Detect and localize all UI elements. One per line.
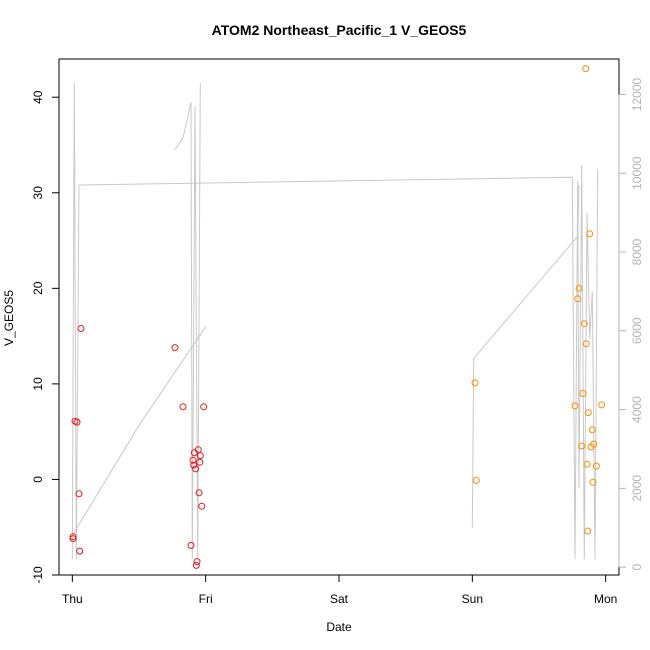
data-point [69,535,77,543]
y2-tick-label: 2000 [630,475,644,502]
data-point [579,389,587,397]
data-point [200,403,208,411]
chart-title: ATOM2 Northeast_Pacific_1 V_GEOS5 [212,22,467,38]
y2-axis: 0 2000 4000 6000 8000 10000 12000 [618,77,644,570]
data-point [195,489,203,497]
data-point [571,402,579,410]
data-point [187,541,195,549]
data-point [584,527,592,535]
altitude-line-segment [71,326,207,536]
x-axis: Thu Fri Sat Sun Mon [62,574,617,606]
x-tick-label: Sun [462,592,483,606]
y-tick-label: -10 [31,566,45,584]
data-point [471,379,479,387]
y-tick-label: 40 [31,90,45,104]
data-point [592,462,600,470]
y-axis-label: V_GEOS5 [2,290,16,346]
y2-tick-label: 6000 [630,317,644,344]
y-axis: -10 0 10 20 30 40 [31,90,60,584]
data-point [193,558,201,566]
y2-tick-label: 10000 [630,156,644,190]
data-point [578,442,586,450]
data-point [582,65,590,73]
data-point [586,230,594,238]
data-point [171,344,179,352]
data-point [77,325,85,332]
data-point [582,340,590,348]
data-point [179,403,187,411]
data-point [189,456,197,464]
y2-tick-label: 4000 [630,396,644,423]
data-point [583,460,591,468]
data-point [598,401,606,409]
x-tick-label: Thu [62,592,83,606]
data-point [192,465,200,473]
data-point [472,476,480,484]
data-point [76,547,84,555]
x-tick-label: Sat [330,592,349,606]
data-point [575,284,583,292]
data-point [198,502,206,510]
altitude-line-segment [174,82,201,560]
x-tick-label: Mon [594,592,617,606]
data-point [589,478,597,486]
y-tick-label: 30 [31,186,45,200]
altitude-line-layer [71,82,599,560]
data-point [590,440,598,448]
y2-tick-label: 8000 [630,238,644,265]
data-point [190,461,198,469]
data-point [73,418,81,426]
data-point [584,409,592,417]
y-tick-label: 20 [31,281,45,295]
y-tick-label: 0 [31,476,45,483]
data-point [196,452,204,460]
data-point [192,561,200,569]
y2-tick-label: 12000 [630,77,644,111]
data-point [75,490,83,498]
data-point [580,320,588,328]
altitude-line-segment [71,82,599,560]
data-point [574,295,582,303]
x-axis-label: Date [326,620,352,634]
data-point [588,426,596,434]
y-tick-label: 10 [31,377,45,391]
data-point [196,458,204,466]
points-layer [69,65,606,569]
y2-tick-label: 0 [630,563,644,570]
altitude-line-segment [471,184,580,528]
x-tick-label: Fri [199,592,213,606]
